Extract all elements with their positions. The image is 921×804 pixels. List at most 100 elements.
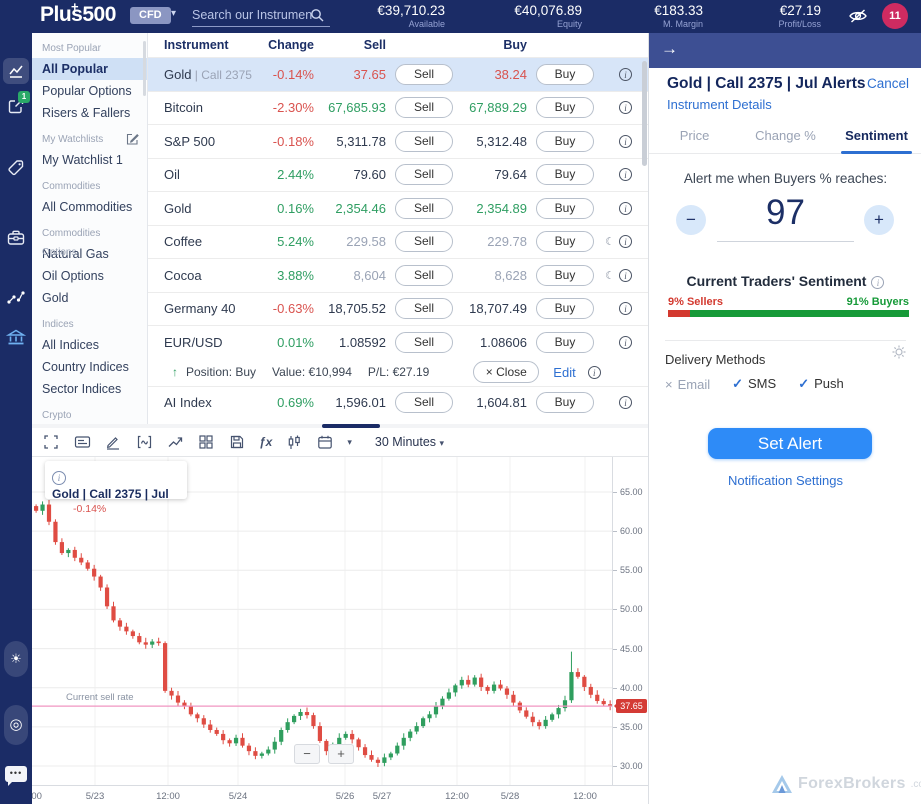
- buy-button[interactable]: Buy: [536, 197, 594, 219]
- sidebar-item-all-indices[interactable]: All Indices: [42, 338, 99, 352]
- cancel-link[interactable]: Cancel: [866, 76, 909, 91]
- sidebar-item-oil-options[interactable]: Oil Options: [42, 269, 104, 283]
- instrument-row[interactable]: Germany 40 -0.63% 18,705.52 Sell 18,707.49 Bu…: [148, 291, 648, 325]
- edit-watchlist-icon[interactable]: [126, 133, 139, 153]
- instrument-details-link[interactable]: Instrument Details: [667, 97, 772, 112]
- buy-button[interactable]: Buy: [536, 298, 594, 320]
- cfd-mode-badge[interactable]: CFD: [130, 7, 171, 24]
- tab-change-percent[interactable]: Change %: [755, 128, 816, 143]
- info-icon[interactable]: i: [619, 67, 632, 81]
- analytics-scatter-icon[interactable]: [0, 289, 32, 312]
- sidebar-item-gold[interactable]: Gold: [42, 291, 69, 305]
- sidebar-item-popular-options[interactable]: Popular Options: [42, 84, 132, 98]
- instrument-row[interactable]: AI Index 0.69% 1,596.01 Sell 1,604.81 Buy i: [148, 385, 648, 419]
- indices-bank-icon[interactable]: [0, 328, 32, 352]
- zoom-out-button[interactable]: −: [294, 744, 320, 764]
- instrument-row[interactable]: S&P 500 -0.18% 5,311.78 Sell 5,312.48 Buy i: [148, 124, 648, 158]
- instrument-row[interactable]: Gold | Call 2375 |... -0.14% 37.65 Sell 38.2…: [148, 57, 648, 91]
- increase-button[interactable]: +: [864, 205, 894, 235]
- set-alert-button[interactable]: Set Alert: [708, 428, 872, 459]
- instrument-row[interactable]: Oil 2.44% 79.60 Sell 79.64 Buy i: [148, 157, 648, 191]
- buy-button[interactable]: Buy: [536, 231, 594, 253]
- sms-method-toggle[interactable]: ✓ SMS: [732, 376, 777, 391]
- tab-sentiment[interactable]: Sentiment: [831, 123, 921, 154]
- buy-button[interactable]: Buy: [536, 264, 594, 286]
- notification-settings-link[interactable]: Notification Settings: [728, 473, 843, 488]
- buy-button[interactable]: Buy: [536, 164, 594, 186]
- sell-button[interactable]: Sell: [395, 392, 453, 414]
- chart-plot[interactable]: iGold | Call 2375 | Jul -0.14% Current s…: [32, 457, 612, 785]
- sell-button[interactable]: Sell: [395, 97, 453, 119]
- draw-pencil-icon[interactable]: [104, 433, 122, 451]
- sell-button[interactable]: Sell: [395, 231, 453, 253]
- buy-button[interactable]: Buy: [536, 392, 594, 414]
- sidebar-item-all-commodities[interactable]: All Commodities: [42, 200, 133, 214]
- target-tracking-button[interactable]: ◎: [4, 705, 28, 745]
- gear-icon[interactable]: [891, 344, 907, 365]
- email-method-toggle[interactable]: × Email: [665, 376, 711, 392]
- sidebar-item-country-indices[interactable]: Country Indices: [42, 360, 129, 374]
- sidebar-scrollbar[interactable]: [143, 41, 146, 96]
- instrument-row[interactable]: Coffee 5.24% 229.58 Sell 229.78 Buy ☾ i: [148, 224, 648, 258]
- alert-value-input[interactable]: 97: [766, 193, 805, 232]
- save-icon[interactable]: [228, 433, 246, 451]
- calendar-chevron-down-icon[interactable]: ▾: [347, 436, 352, 447]
- info-icon[interactable]: i: [619, 335, 632, 349]
- interval-selector[interactable]: 30 Minutes ▾: [374, 435, 445, 449]
- legend-info-icon[interactable]: i: [52, 471, 66, 485]
- sell-button[interactable]: Sell: [395, 197, 453, 219]
- candlestick-icon[interactable]: [285, 433, 303, 451]
- sidebar-item-all-popular[interactable]: All Popular: [32, 58, 147, 80]
- tab-price[interactable]: Price: [679, 128, 710, 143]
- table-hscroll-thumb[interactable]: [322, 424, 380, 428]
- info-icon[interactable]: i: [619, 134, 632, 148]
- search-icon[interactable]: [309, 7, 325, 28]
- notes-icon[interactable]: [73, 433, 91, 451]
- decrease-button[interactable]: −: [676, 205, 706, 235]
- layout-grid-icon[interactable]: [197, 433, 215, 451]
- sell-button[interactable]: Sell: [395, 298, 453, 320]
- instrument-row[interactable]: Gold 0.16% 2,354.46 Sell 2,354.89 Buy i: [148, 191, 648, 225]
- info-icon[interactable]: i: [619, 235, 632, 249]
- buy-button[interactable]: Buy: [536, 331, 594, 353]
- sell-button[interactable]: Sell: [395, 63, 453, 85]
- info-icon[interactable]: i: [619, 268, 632, 282]
- push-method-toggle[interactable]: ✓ Push: [798, 376, 844, 391]
- instrument-row[interactable]: EUR/USD 0.01% 1.08592 Sell 1.08606 Buy i: [148, 325, 648, 359]
- search-input[interactable]: Search our Instrument:: [192, 8, 312, 22]
- info-icon[interactable]: i: [619, 101, 632, 115]
- sidebar-item-risers-fallers[interactable]: Risers & Fallers: [42, 106, 131, 120]
- sell-button[interactable]: Sell: [395, 331, 453, 353]
- buy-button[interactable]: Buy: [536, 130, 594, 152]
- calendar-icon[interactable]: [316, 433, 334, 451]
- sidebar-item-my-watchlist-1[interactable]: My Watchlist 1: [42, 153, 123, 167]
- portfolio-briefcase-icon[interactable]: [0, 228, 32, 253]
- sidebar-item-natural-gas[interactable]: Natural Gas: [42, 247, 109, 261]
- close-position-button[interactable]: × Close: [473, 361, 540, 383]
- chart-annotation-icon[interactable]: [135, 433, 153, 451]
- info-icon[interactable]: i: [619, 302, 632, 316]
- zoom-in-button[interactable]: +: [328, 744, 354, 764]
- sentiment-info-icon[interactable]: i: [871, 276, 885, 289]
- sell-button[interactable]: Sell: [395, 164, 453, 186]
- table-scrollbar[interactable]: [642, 61, 647, 166]
- sell-button[interactable]: Sell: [395, 264, 453, 286]
- buy-button[interactable]: Buy: [536, 63, 594, 85]
- edit-position-link[interactable]: Edit: [553, 364, 576, 380]
- price-alerts-tag-icon[interactable]: [0, 158, 32, 183]
- indicators-fx-icon[interactable]: ƒx: [259, 435, 273, 449]
- trend-line-icon[interactable]: [166, 433, 184, 451]
- theme-toggle[interactable]: ☀: [4, 641, 28, 677]
- chat-support-icon[interactable]: •••: [5, 766, 27, 786]
- info-icon[interactable]: i: [587, 365, 601, 379]
- mode-chevron-down-icon[interactable]: ▾: [171, 8, 177, 19]
- fullscreen-expand-icon[interactable]: [42, 433, 60, 451]
- collapse-arrow-icon[interactable]: →: [661, 39, 678, 58]
- sell-button[interactable]: Sell: [395, 130, 453, 152]
- trade-line-chart-icon[interactable]: [0, 62, 32, 85]
- instrument-row[interactable]: Cocoa 3.88% 8,604 Sell 8,628 Buy ☾ i: [148, 258, 648, 292]
- info-icon[interactable]: i: [619, 396, 632, 410]
- hide-balance-eye-off-icon[interactable]: [847, 6, 869, 31]
- notifications-badge[interactable]: 11: [882, 3, 908, 29]
- sidebar-item-sector-indices[interactable]: Sector Indices: [42, 382, 122, 396]
